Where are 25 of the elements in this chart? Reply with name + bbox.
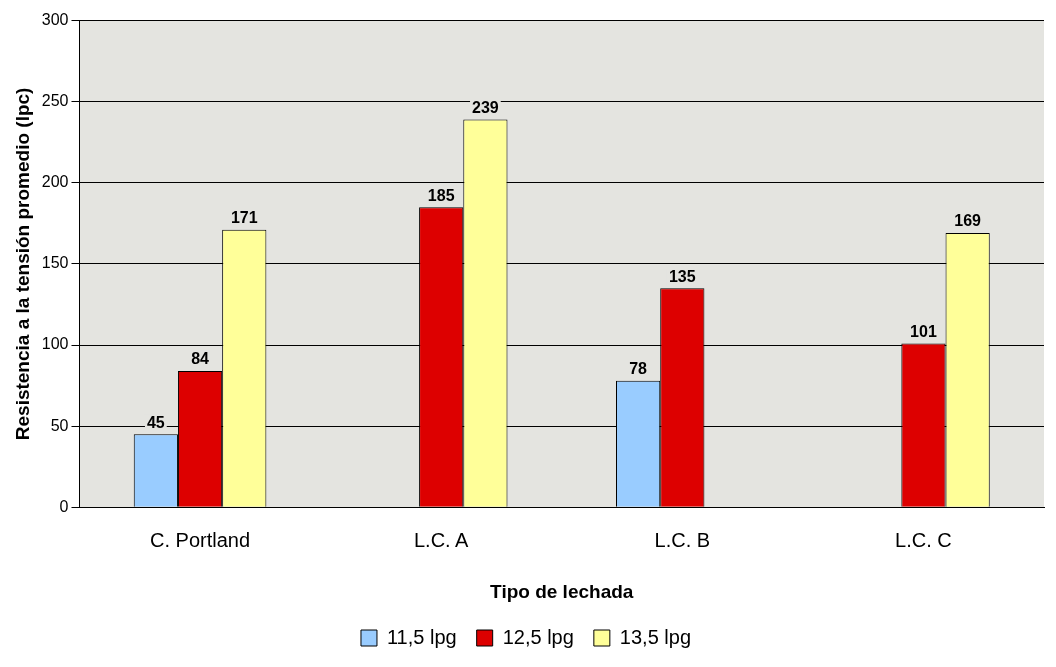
- data-label: 45: [146, 413, 165, 431]
- y-tick-label: 150: [41, 254, 69, 272]
- y-tick-label: 250: [41, 92, 69, 110]
- legend-label: 12,5 lpg: [502, 625, 574, 648]
- y-tick-label: 0: [59, 497, 69, 515]
- data-label: 84: [191, 350, 210, 368]
- data-label: 171: [230, 209, 258, 227]
- data-label: 169: [954, 212, 982, 230]
- legend-label: 11,5 lpg: [386, 625, 457, 648]
- x-tick-label: L.C. B: [654, 528, 711, 551]
- y-axis-title: Resistencia a la tensión promedio (lpc): [11, 87, 33, 441]
- data-label: 78: [629, 360, 648, 378]
- data-label: 101: [910, 322, 937, 340]
- y-tick-label: 200: [41, 173, 69, 191]
- data-label: 135: [668, 267, 696, 285]
- y-tick-label: 300: [41, 11, 69, 29]
- x-tick-label: C. Portland: [150, 528, 251, 551]
- x-tick-label: L.C. A: [413, 528, 470, 551]
- legend-label: 13,5 lpg: [619, 625, 692, 648]
- x-axis-title: Tipo de lechada: [490, 580, 634, 602]
- y-tick-label: 50: [50, 416, 69, 434]
- data-label: 239: [472, 98, 499, 116]
- y-tick-label: 100: [41, 335, 69, 353]
- x-tick-label: L.C. C: [895, 528, 952, 551]
- data-label: 185: [427, 186, 455, 204]
